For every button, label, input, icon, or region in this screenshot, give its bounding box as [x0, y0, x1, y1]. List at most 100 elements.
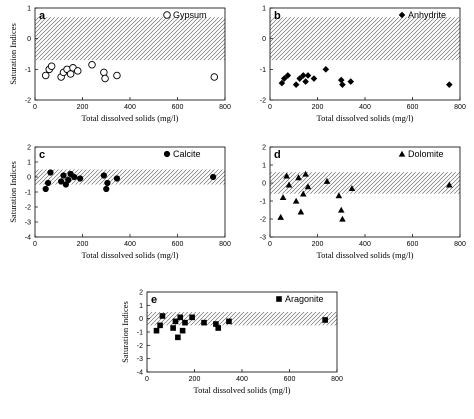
data-point: [337, 76, 345, 84]
data-point: [348, 185, 356, 192]
y-tick-label: 2: [27, 145, 31, 152]
equilibrium-band: [270, 17, 460, 61]
data-point: [304, 72, 312, 79]
data-point: [113, 71, 121, 80]
y-tick-label: 0: [262, 36, 266, 43]
y-axis-label: Saturation Indices: [120, 301, 130, 363]
x-axis-label: Total dissolved solids (mg/l): [82, 250, 179, 260]
data-point: [179, 327, 186, 334]
equilibrium-band: [270, 172, 460, 194]
x-tick-label: 600: [407, 241, 419, 248]
data-point: [283, 172, 290, 179]
y-tick-label: 0: [262, 181, 266, 188]
data-point: [66, 70, 75, 78]
y-tick-label: 1: [139, 303, 143, 310]
data-point: [304, 183, 312, 190]
data-point: [280, 75, 288, 82]
data-point: [182, 319, 188, 326]
data-point: [104, 179, 111, 187]
legend-label: Aragonite: [285, 294, 324, 304]
data-point: [100, 68, 108, 77]
data-point: [65, 176, 72, 184]
y-tick-label: -3: [137, 356, 143, 363]
data-point: [44, 179, 52, 187]
y-tick-label: -3: [260, 235, 266, 242]
data-point: [302, 170, 309, 177]
y-tick-label: -2: [137, 343, 143, 350]
data-point: [60, 172, 67, 179]
equilibrium-band: [35, 17, 225, 61]
y-tick-label: -1: [260, 67, 266, 74]
y-axis-label: Saturation Indices: [8, 161, 18, 223]
y-tick-label: 1: [262, 163, 266, 170]
panel-letter: a: [39, 10, 46, 22]
data-point: [446, 181, 453, 188]
data-point: [284, 72, 292, 79]
data-point: [101, 74, 109, 83]
y-tick-label: -2: [25, 98, 31, 105]
x-tick-label: 400: [359, 104, 371, 111]
data-point: [42, 185, 49, 193]
data-point: [339, 215, 346, 222]
y-tick-label: -2: [260, 217, 266, 224]
y-tick-label: -2: [260, 98, 266, 105]
data-point: [213, 321, 219, 327]
x-tick-label: 0: [33, 241, 37, 248]
panel-letter: e: [151, 294, 157, 306]
x-tick-label: 400: [359, 241, 371, 248]
data-point: [337, 206, 345, 213]
x-tick-label: 0: [33, 104, 37, 111]
x-tick-label: 0: [268, 241, 272, 248]
panel-e: e Aragonite 0 200 400 600 800 -4 -3 -2 -1 0 1 2 Total …: [120, 290, 343, 396]
y-tick-label: 0: [27, 36, 31, 43]
data-point: [322, 66, 330, 73]
data-point: [339, 81, 346, 88]
x-tick-label: 600: [407, 104, 419, 111]
panel-a: a Gypsum 0 200 400 600 800 -2 -1 0 1 Total dissolve…: [8, 6, 231, 124]
y-tick-label: -1: [137, 330, 143, 337]
x-tick-label: 400: [236, 376, 248, 383]
x-axis-label: Total dissolved solids (mg/l): [317, 113, 414, 123]
x-tick-label: 400: [124, 241, 136, 248]
data-point: [226, 318, 232, 325]
legend-label: Calcite: [173, 149, 201, 159]
legend-label: Gypsum: [173, 10, 207, 20]
data-point: [299, 190, 307, 197]
data-point: [47, 169, 54, 176]
legend-marker: [276, 296, 282, 302]
y-tick-label: 1: [27, 6, 31, 13]
data-point: [297, 208, 305, 215]
data-point: [41, 71, 50, 80]
y-tick-label: -1: [25, 67, 31, 74]
panel-c: c Calcite 0 200 400 600 800 -4 -3 -2 -1 0 1 2 Total di…: [8, 145, 231, 261]
x-tick-label: 800: [219, 104, 231, 111]
data-point: [323, 177, 331, 184]
data-point: [170, 325, 176, 331]
y-tick-label: 2: [139, 290, 143, 297]
plot-frame: [146, 291, 338, 373]
x-tick-label: 200: [312, 241, 324, 248]
data-point: [322, 317, 328, 323]
y-tick-label: 2: [262, 145, 266, 152]
plot-frame: [34, 146, 226, 238]
data-point: [71, 173, 78, 181]
x-tick-label: 600: [172, 104, 184, 111]
panel-letter: b: [274, 10, 281, 22]
data-point: [88, 60, 96, 69]
y-tick-label: -4: [137, 370, 143, 377]
legend-marker: [163, 150, 171, 158]
x-tick-label: 200: [77, 104, 89, 111]
legend-marker: [398, 150, 406, 157]
legend-label: Anhydrite: [408, 10, 446, 20]
legend-marker: [398, 11, 406, 19]
data-point: [292, 197, 300, 204]
legend-label: Dolomite: [408, 149, 444, 159]
y-tick-label: -4: [25, 235, 31, 242]
data-point: [277, 213, 284, 220]
y-tick-label: 0: [139, 316, 143, 323]
panel-d: d Dolomite 0 200 400 600 800 -3 -2 -1 0 1 2 Total dis…: [260, 145, 466, 261]
panel-b: b Anhydrite 0 200 400 600 800 -2 -1 0 1 Total disso…: [260, 6, 466, 124]
data-point: [175, 334, 181, 341]
data-point: [302, 78, 309, 85]
